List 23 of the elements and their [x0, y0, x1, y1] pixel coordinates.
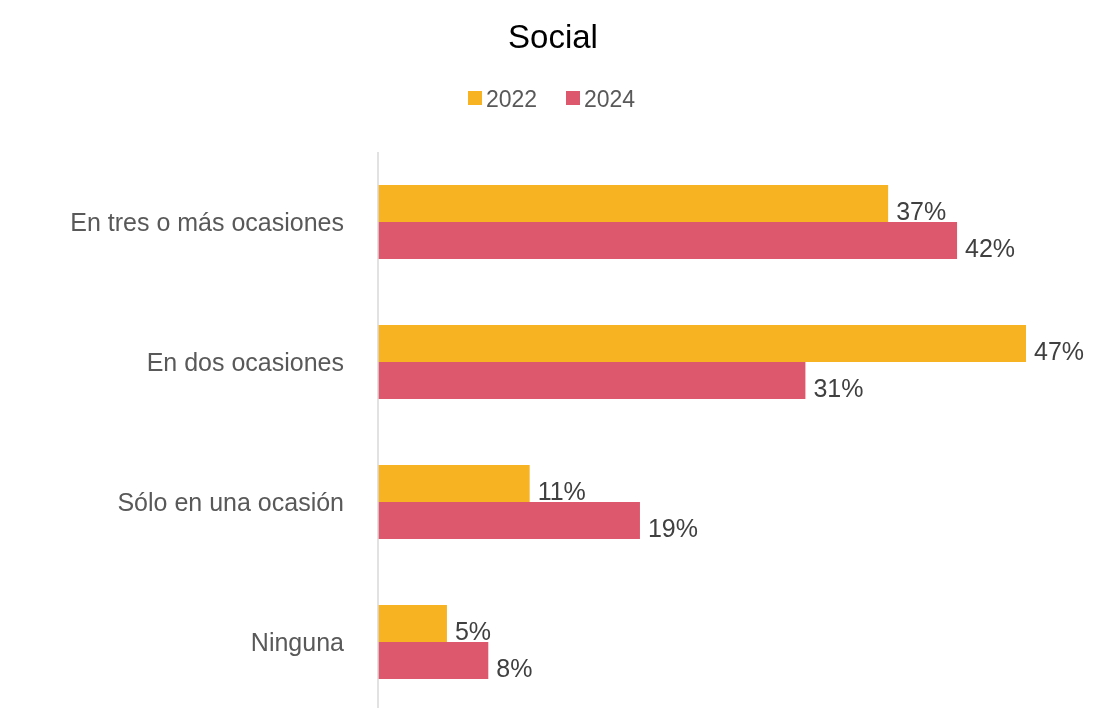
bar [378, 222, 958, 259]
data-label: 19% [647, 513, 698, 542]
bar [378, 185, 889, 222]
data-label: 11% [537, 476, 586, 505]
data-label: 47% [1034, 336, 1085, 365]
y-tick-label: Sólo en una ocasión [117, 488, 344, 516]
bar [378, 325, 1026, 362]
bar [378, 605, 447, 642]
data-label: 37% [896, 196, 947, 225]
data-label: 31% [813, 373, 864, 402]
bar [378, 465, 530, 502]
y-tick-label: En dos ocasiones [146, 348, 344, 376]
bar [378, 362, 806, 399]
data-label: 5% [454, 616, 492, 645]
data-label: 42% [965, 233, 1016, 262]
legend-label: 2024 [584, 86, 636, 112]
legend-label: 2022 [486, 86, 538, 112]
bar [378, 642, 489, 679]
y-tick-label: Ninguna [250, 628, 345, 656]
chart-title: Social [508, 18, 598, 55]
data-label: 8% [496, 653, 533, 682]
bar [378, 502, 640, 539]
y-tick-label: En tres o más ocasiones [70, 208, 344, 236]
